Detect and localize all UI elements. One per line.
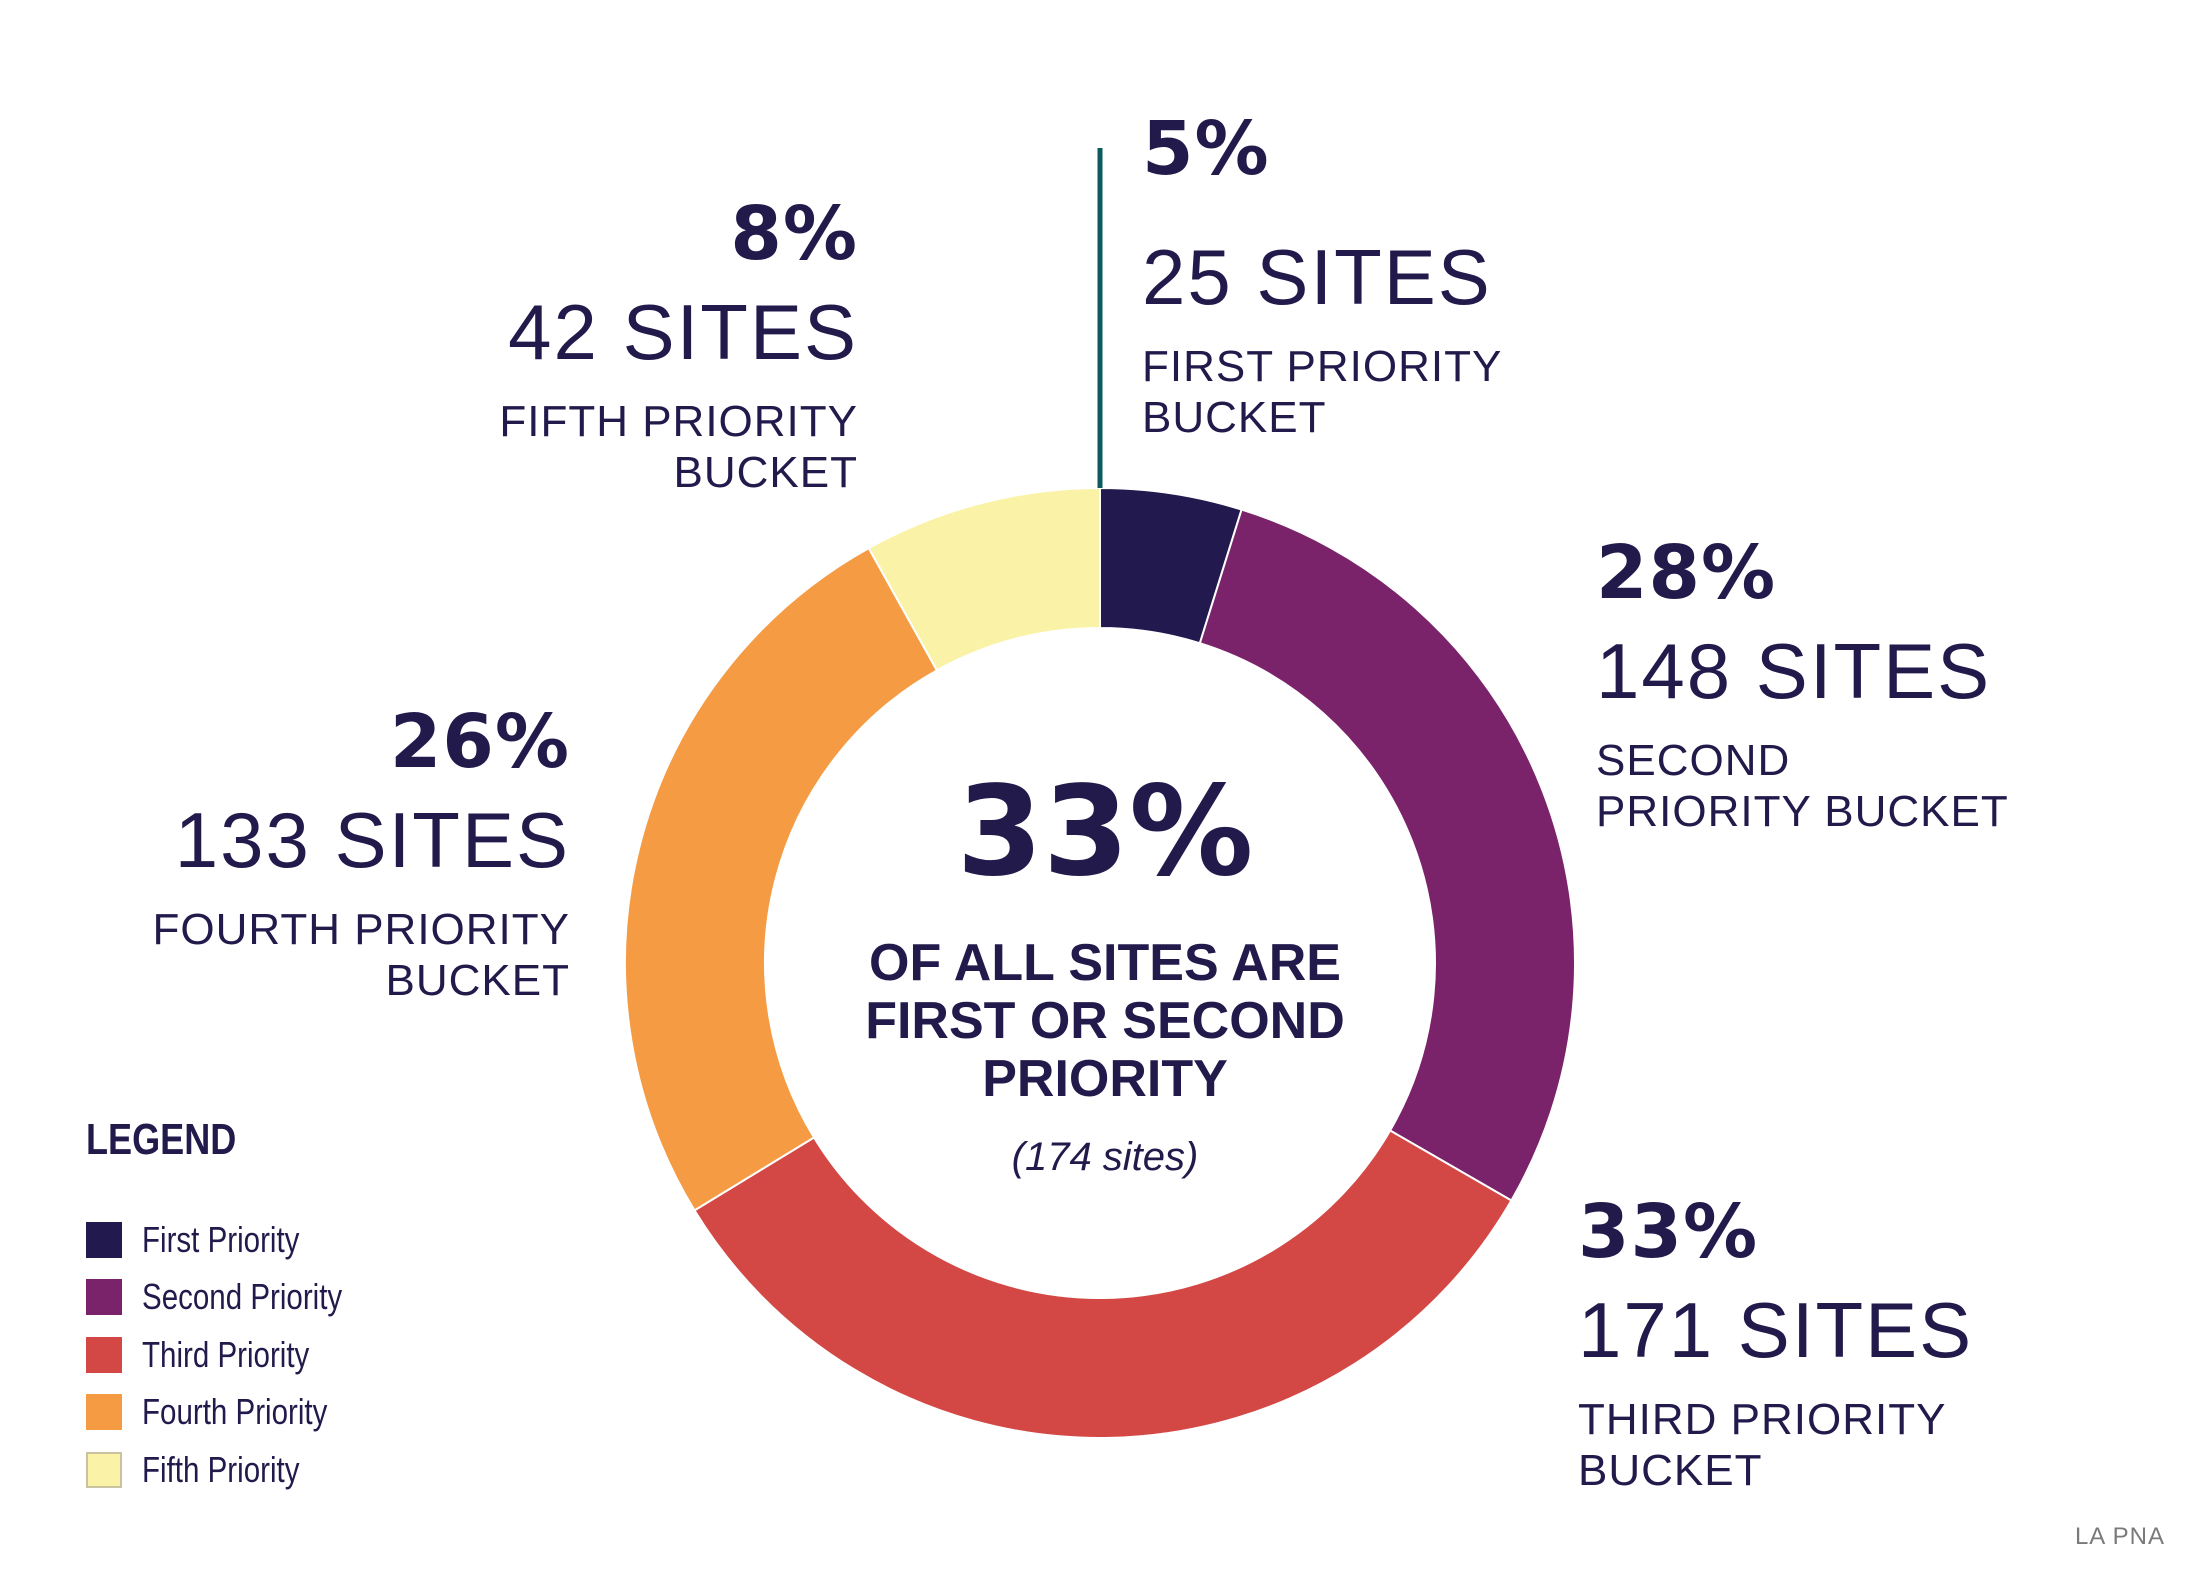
legend-label-fifth-priority: Fifth Priority [142, 1448, 300, 1490]
legend: LEGEND First Priority Second Priority Th… [86, 1115, 386, 1499]
donut-slice-second-priority [1198, 508, 1576, 1202]
label-fourth-priority: 26% 133 SITES FOURTH PRIORITY BUCKET [0, 705, 570, 1006]
legend-item-fifth-priority: Fifth Priority [86, 1441, 386, 1499]
legend-swatch-first-priority [86, 1221, 122, 1258]
first-priority-bucket: FIRST PRIORITY BUCKET [1142, 342, 1502, 442]
legend-swatch-third-priority [86, 1336, 122, 1373]
second-priority-sites: 148 SITES [1596, 627, 1992, 715]
donut-slice-fourth-priority [624, 546, 939, 1212]
donut-slice-third-priority [693, 1129, 1513, 1439]
center-subtext: (174 sites) [1011, 1134, 1199, 1179]
legend-item-fourth-priority: Fourth Priority [86, 1384, 386, 1442]
label-third-priority: 33% 171 SITES THIRD PRIORITY BUCKET [1578, 1195, 2187, 1496]
legend-label-first-priority: First Priority [142, 1218, 300, 1260]
center-percent: 33% [956, 760, 1254, 904]
first-priority-sites: 25 SITES [1142, 233, 1492, 321]
fourth-priority-sites: 133 SITES [174, 796, 570, 884]
label-first-priority: 5% 25 SITES FIRST PRIORITY BUCKET [1142, 112, 1762, 443]
third-priority-bucket: THIRD PRIORITY BUCKET [1578, 1395, 1946, 1495]
legend-label-third-priority: Third Priority [142, 1333, 310, 1375]
third-priority-percent: 33% [1578, 1189, 1759, 1275]
center-description: OF ALL SITES ARE FIRST OR SECOND PRIORIT… [865, 934, 1345, 1109]
second-priority-percent: 28% [1596, 530, 1777, 616]
legend-item-first-priority: First Priority [86, 1211, 386, 1269]
first-priority-percent: 5% [1142, 106, 1270, 192]
fourth-priority-percent: 26% [389, 699, 570, 785]
legend-item-third-priority: Third Priority [86, 1326, 386, 1384]
legend-item-second-priority: Second Priority [86, 1269, 386, 1327]
donut-center-summary: 33% OF ALL SITES ARE FIRST OR SECOND PRI… [795, 770, 1415, 1180]
fifth-priority-percent: 8% [730, 191, 858, 277]
second-priority-bucket: SECOND PRIORITY BUCKET [1596, 736, 2009, 836]
legend-swatch-second-priority [86, 1279, 122, 1316]
label-second-priority: 28% 148 SITES SECOND PRIORITY BUCKET [1596, 536, 2187, 837]
legend-label-second-priority: Second Priority [142, 1276, 343, 1318]
legend-swatch-fifth-priority [86, 1451, 122, 1488]
third-priority-sites: 171 SITES [1578, 1286, 1974, 1374]
donut-slices [624, 486, 1576, 1439]
fifth-priority-bucket: FIFTH PRIORITY BUCKET [499, 397, 858, 497]
legend-swatch-fourth-priority [86, 1394, 122, 1431]
label-fifth-priority: 8% 42 SITES FIFTH PRIORITY BUCKET [238, 197, 858, 498]
legend-title: LEGEND [86, 1115, 237, 1164]
fifth-priority-sites: 42 SITES [508, 288, 858, 376]
fourth-priority-bucket: FOURTH PRIORITY BUCKET [152, 905, 570, 1005]
source-credit: LA PNA [2074, 1523, 2165, 1550]
legend-label-fourth-priority: Fourth Priority [142, 1391, 328, 1433]
